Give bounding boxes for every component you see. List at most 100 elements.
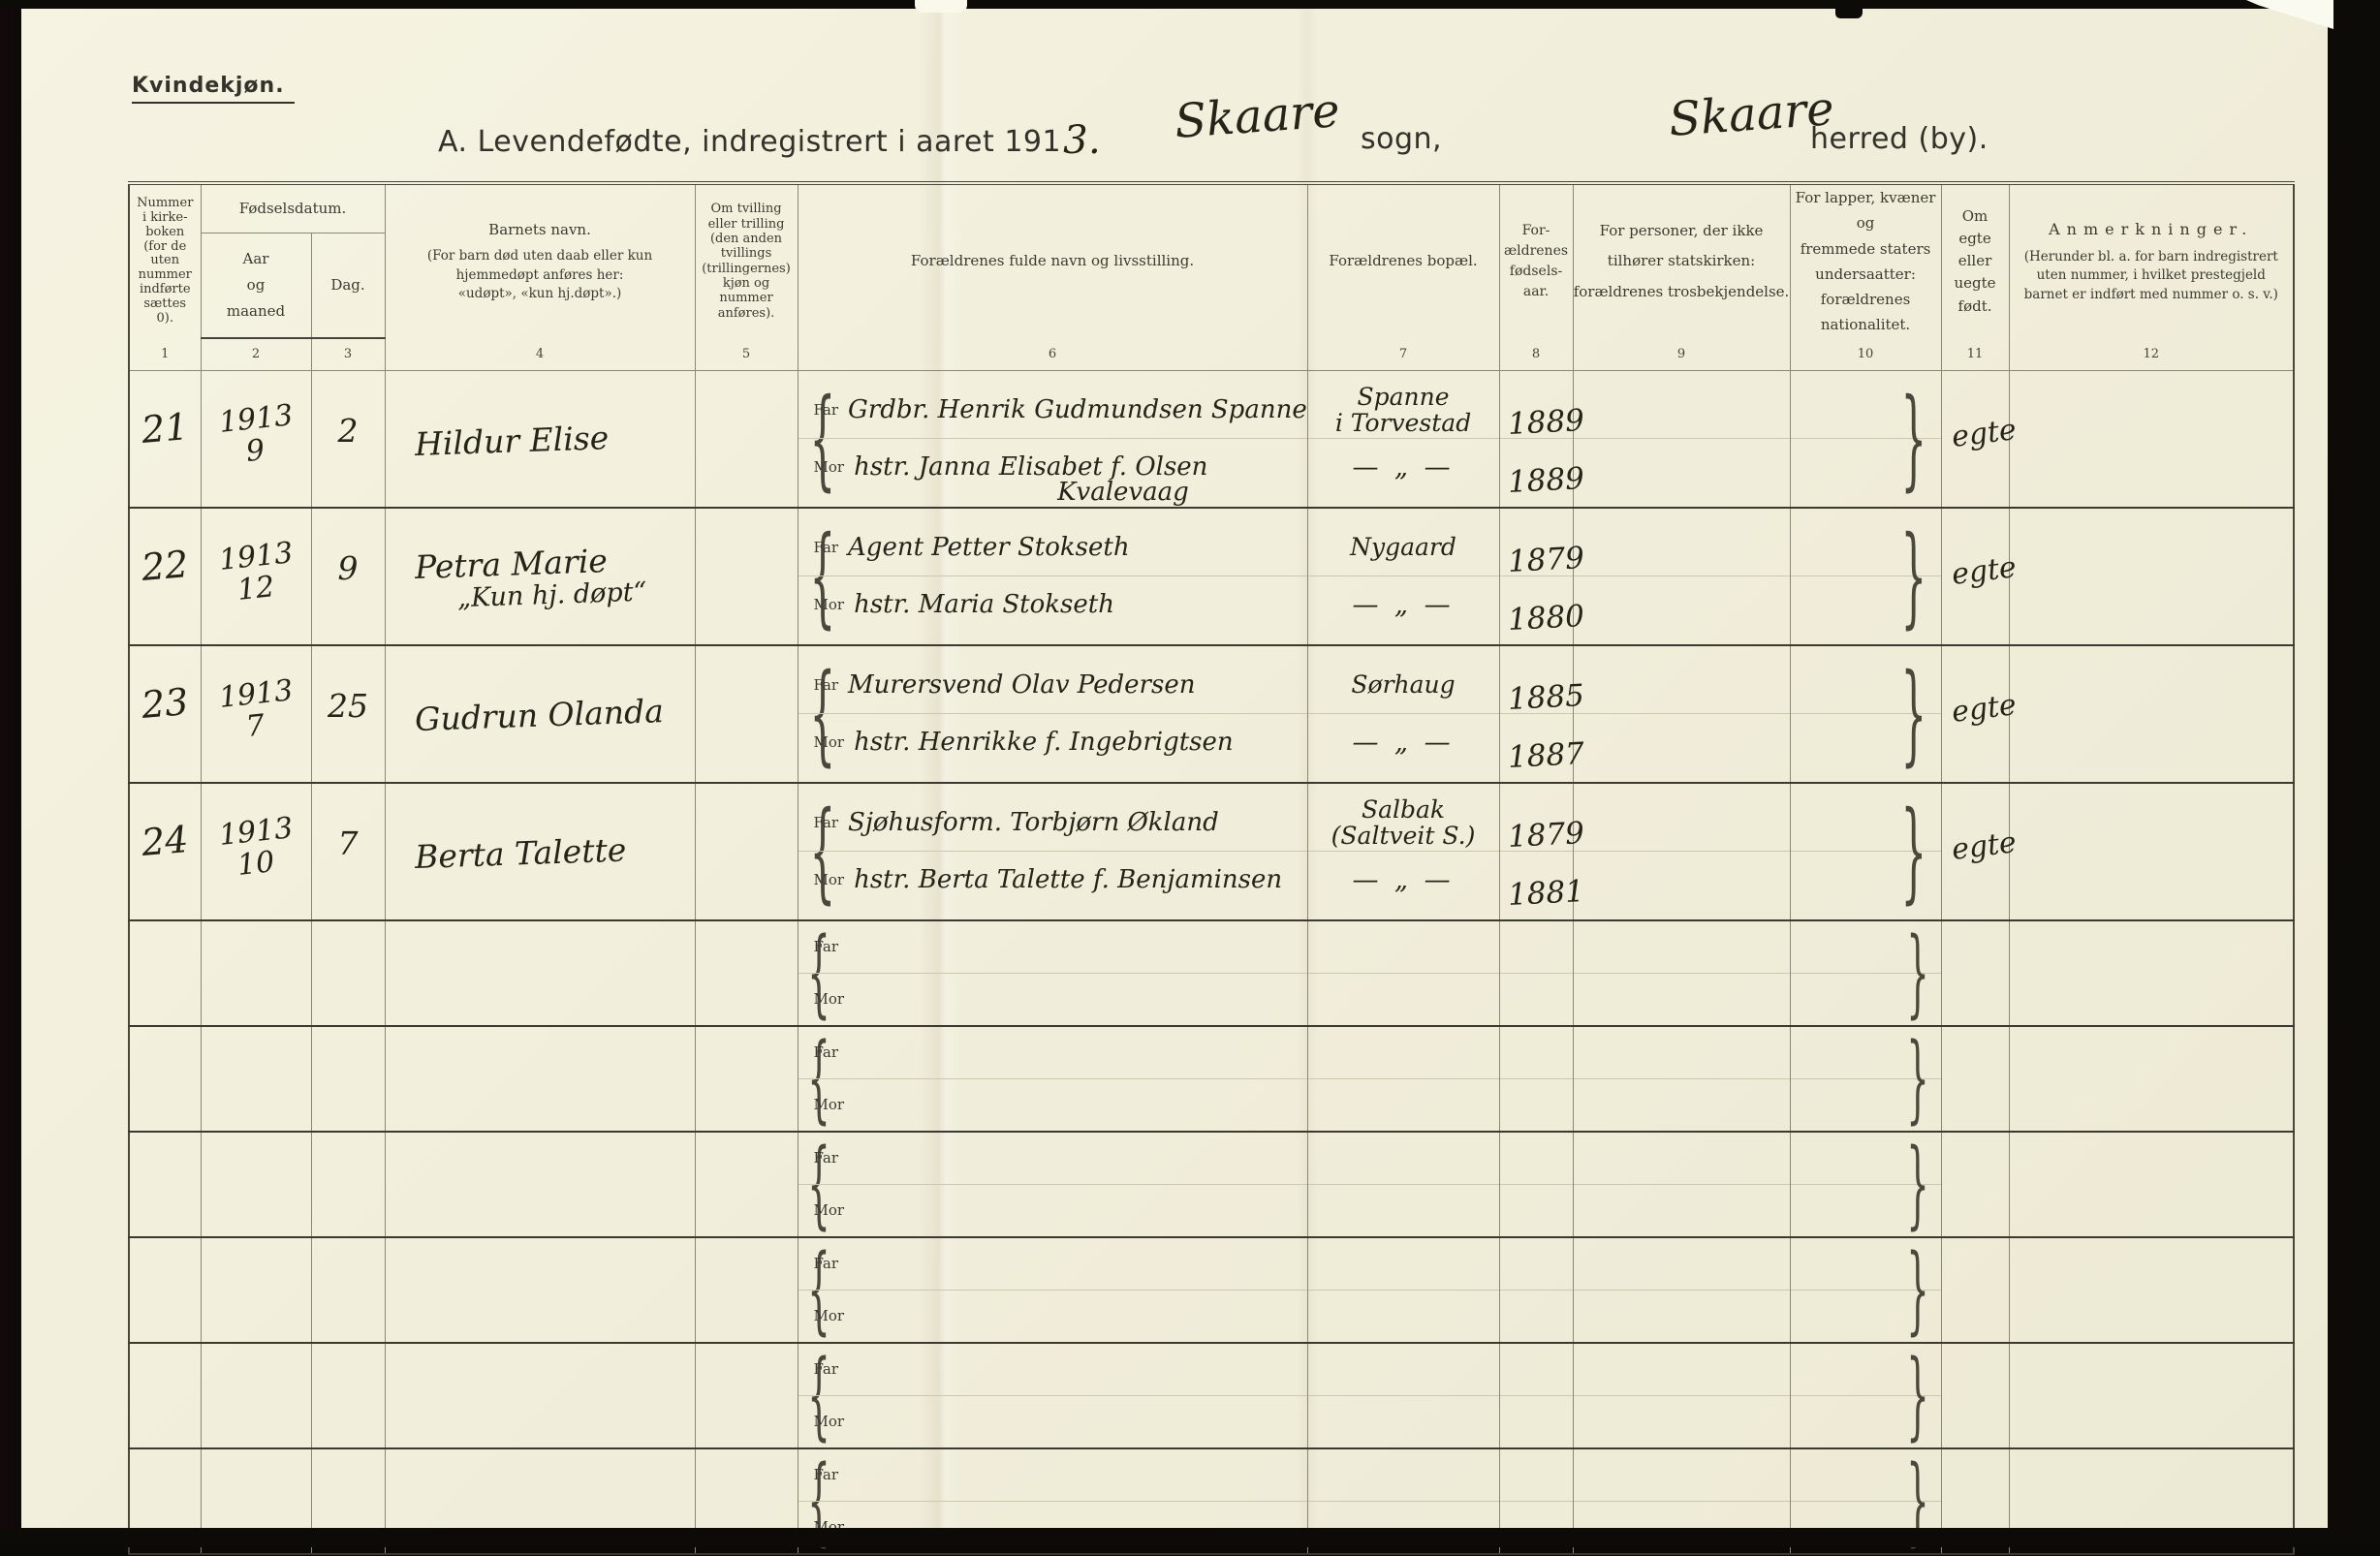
entry-mother: hstr. Berta Talette f. Benjaminsen: [854, 865, 1283, 895]
scan-edge-left: [0, 0, 21, 1547]
cell-birth-years: 1879 1880: [1498, 507, 1584, 646]
cell-birth-years: [1498, 1025, 1574, 1133]
entry-number: 23: [140, 679, 191, 727]
cell-legitimacy: egte: [1940, 644, 2018, 784]
cell-religion: [1572, 1342, 1791, 1449]
cell-number: [128, 919, 202, 1027]
cell-residence: Spanne i Torvestad — „ —: [1306, 370, 1500, 509]
entry-child-name: Gudrun Olanda: [413, 692, 664, 739]
entry-residence-mother: — „ —: [1352, 451, 1455, 482]
cell-number: 24: [128, 782, 202, 921]
cell-residence: [1306, 1342, 1500, 1449]
cell-nationality: }: [1789, 507, 1942, 646]
cell-number: [128, 1025, 202, 1133]
cell-number: [128, 1131, 202, 1238]
cell-parents: { Far Mor: [797, 1236, 1308, 1344]
cell-nationality: }: [1789, 370, 1942, 509]
cell-day: [310, 919, 386, 1027]
cell-parents: { Far Mor: [797, 1131, 1308, 1238]
table-row-empty: { Far Mor }: [128, 1236, 2295, 1344]
entry-mother: hstr. Maria Stokseth: [854, 590, 1114, 620]
cell-legitimacy: egte: [1940, 782, 2018, 921]
mor-label: Mor: [813, 1413, 845, 1430]
section-label: Kvindekjøn.: [132, 74, 295, 104]
column-number: 11: [1940, 337, 2010, 371]
table-row-empty: { Far Mor }: [128, 919, 2295, 1027]
header-child-name: Barnets navn. (For barn død uten daab el…: [384, 183, 696, 338]
cell-day: [310, 1236, 386, 1344]
entry-child-name: Hildur Elise: [413, 419, 610, 464]
cell-birthdate: [200, 1131, 312, 1238]
cell-remarks: [2008, 919, 2295, 1027]
cell-twin: [694, 919, 799, 1027]
cell-birth-years: 1885 1887: [1498, 644, 1584, 784]
header-remarks-sub: (Herunder bl. a. for barn indregistrert …: [2023, 248, 2278, 302]
header-parents-birthyear: For- ældrenes fødsels- aar.: [1498, 183, 1574, 338]
column-number: 5: [694, 337, 799, 371]
cell-twin: [694, 782, 799, 921]
cell-religion: [1572, 1131, 1791, 1238]
entry-number: 22: [140, 542, 191, 589]
cell-residence: Nygaard — „ —: [1306, 507, 1500, 646]
cell-remarks: [2008, 1236, 2295, 1344]
far-label: Far: [813, 400, 839, 419]
entry-residence-father: Sørhaug: [1351, 670, 1456, 700]
cell-number: [128, 1342, 202, 1449]
sogn-label: sogn,: [1361, 122, 1443, 156]
cell-legitimacy: [1940, 1342, 2010, 1449]
scan-edge-right: [2328, 0, 2380, 1547]
entry-father: Sjøhusform. Torbjørn Økland: [848, 807, 1219, 837]
cell-legitimacy: [1940, 1131, 2010, 1238]
cell-religion: [1572, 507, 1791, 646]
cell-nationality: }: [1789, 1236, 1942, 1344]
cell-child-name: Gudrun Olanda: [384, 644, 696, 784]
far-label: Far: [813, 1149, 839, 1167]
mor-label: Mor: [813, 1096, 845, 1113]
column-number: 9: [1572, 337, 1791, 371]
birth-register-table: Nummer i kirke- boken (for de uten numme…: [128, 181, 2296, 1555]
cell-day: 9: [310, 507, 386, 646]
cell-child-name: Hildur Elise: [384, 370, 696, 509]
cell-residence: [1306, 1236, 1500, 1344]
column-number: 10: [1789, 337, 1942, 371]
scan-edge-bottom: [0, 1528, 2380, 1547]
cell-number: [128, 1236, 202, 1344]
header-birthdate-group: Fødselsdatum.: [200, 183, 386, 234]
mor-label: Mor: [813, 458, 845, 477]
column-number-row: 1 2 3 4 5 6 7 8 9 10 11 12: [128, 337, 2295, 371]
cell-child-name: [384, 1025, 696, 1133]
column-number: 8: [1498, 337, 1574, 371]
cell-residence: [1306, 1025, 1500, 1133]
entry-legitimacy: egte: [1949, 413, 2019, 454]
cell-day: [310, 1025, 386, 1133]
cell-birthdate: [200, 1236, 312, 1344]
cell-remarks: [2008, 1342, 2295, 1449]
cell-nationality: }: [1789, 1025, 1942, 1133]
cell-day: 2: [310, 370, 386, 509]
cell-twin: [694, 1025, 799, 1133]
cell-parents: { Far Mor: [797, 919, 1308, 1027]
cell-number: 21: [128, 370, 202, 509]
cell-residence: [1306, 919, 1500, 1027]
mor-label: Mor: [813, 596, 845, 614]
cell-residence: [1306, 1131, 1500, 1238]
mor-label: Mor: [813, 1307, 845, 1324]
header-remarks: Anmerkninger. (Herunder bl. a. for barn …: [2008, 183, 2295, 338]
cell-twin: [694, 644, 799, 784]
cell-birthdate: [200, 1025, 312, 1133]
cell-parents: { Far Murersvend Olav Pedersen Mor hstr. H…: [797, 644, 1308, 784]
title-year-handwritten: 3.: [1063, 118, 1102, 163]
entry-child-name: Berta Talette: [413, 830, 627, 877]
entry-number: 21: [140, 404, 191, 451]
entry-father: Agent Petter Stokseth: [848, 532, 1130, 562]
table-row-empty: { Far Mor }: [128, 1025, 2295, 1133]
entry-number: 24: [140, 817, 191, 864]
cell-birth-years: [1498, 919, 1574, 1027]
header-twin: Om tvilling eller trilling (den anden tv…: [694, 183, 799, 338]
column-number: 1: [128, 337, 202, 371]
header-parents-name: Forældrenes fulde navn og livsstilling.: [797, 183, 1308, 338]
cell-remarks: [2008, 644, 2295, 784]
cell-birth-years: [1498, 1342, 1574, 1449]
cell-parents: { Far Grdbr. Henrik Gudmundsen Spanne Mor…: [797, 370, 1308, 509]
scan-edge-top: [0, 0, 2380, 9]
